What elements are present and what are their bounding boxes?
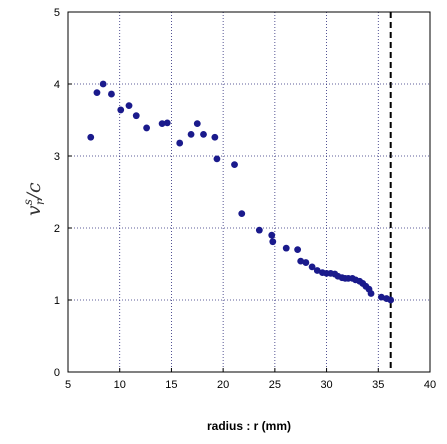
- y-tick-label: 0: [54, 367, 60, 379]
- y-tick-label: 4: [54, 79, 60, 91]
- data-point: [158, 120, 166, 127]
- y-axis-label-base: v: [23, 205, 45, 216]
- data-point: [213, 155, 221, 163]
- data-point: [268, 231, 276, 239]
- data-point: [377, 293, 385, 301]
- data-point: [87, 133, 95, 141]
- data-point: [132, 112, 140, 120]
- x-tick-label: 30: [320, 379, 332, 391]
- data-point: [367, 290, 375, 297]
- data-point: [282, 244, 290, 252]
- x-tick-label: 20: [217, 379, 229, 391]
- y-tick-label: 2: [54, 223, 60, 235]
- x-tick-label: 10: [114, 379, 126, 391]
- y-axis-label-sup: s: [21, 199, 35, 205]
- data-point: [294, 246, 302, 254]
- data-point: [211, 133, 219, 141]
- data-point: [308, 263, 316, 271]
- data-point: [313, 267, 321, 274]
- x-tick-label: 15: [165, 379, 177, 391]
- y-tick-label: 3: [54, 151, 60, 163]
- x-tick-label: 40: [424, 379, 436, 391]
- y-axis-label-sub: r: [33, 198, 47, 205]
- x-tick-label: 25: [269, 379, 281, 391]
- data-point: [297, 257, 305, 265]
- data-point: [269, 238, 277, 246]
- x-tick-label: 5: [65, 379, 71, 391]
- axis-ticks: 5 10 15 20 25 30 35 40 0 1 2 3 4 5: [54, 7, 436, 391]
- data-point: [163, 119, 171, 127]
- data-point: [238, 210, 246, 218]
- data-points: [87, 80, 395, 304]
- data-point: [387, 296, 395, 304]
- data-point: [99, 80, 107, 88]
- y-axis-label: vsr/c: [21, 182, 47, 216]
- data-point: [187, 131, 195, 138]
- x-axis-label: radius : r (mm): [207, 419, 291, 433]
- data-point: [176, 139, 184, 147]
- plot-area-frame: [67, 11, 431, 373]
- data-point: [255, 226, 263, 234]
- data-point: [143, 124, 151, 132]
- data-point: [193, 120, 201, 127]
- y-axis-label-suffix: /c: [23, 182, 45, 201]
- data-point: [231, 161, 238, 169]
- x-tick-label: 35: [372, 379, 384, 391]
- grid-lines: [68, 12, 430, 372]
- data-point: [117, 106, 125, 114]
- data-point: [108, 90, 115, 98]
- data-point: [200, 131, 207, 138]
- data-point: [302, 259, 310, 266]
- data-point: [93, 89, 101, 97]
- y-tick-label: 5: [54, 7, 60, 19]
- data-point: [125, 102, 133, 109]
- y-tick-label: 1: [54, 295, 60, 307]
